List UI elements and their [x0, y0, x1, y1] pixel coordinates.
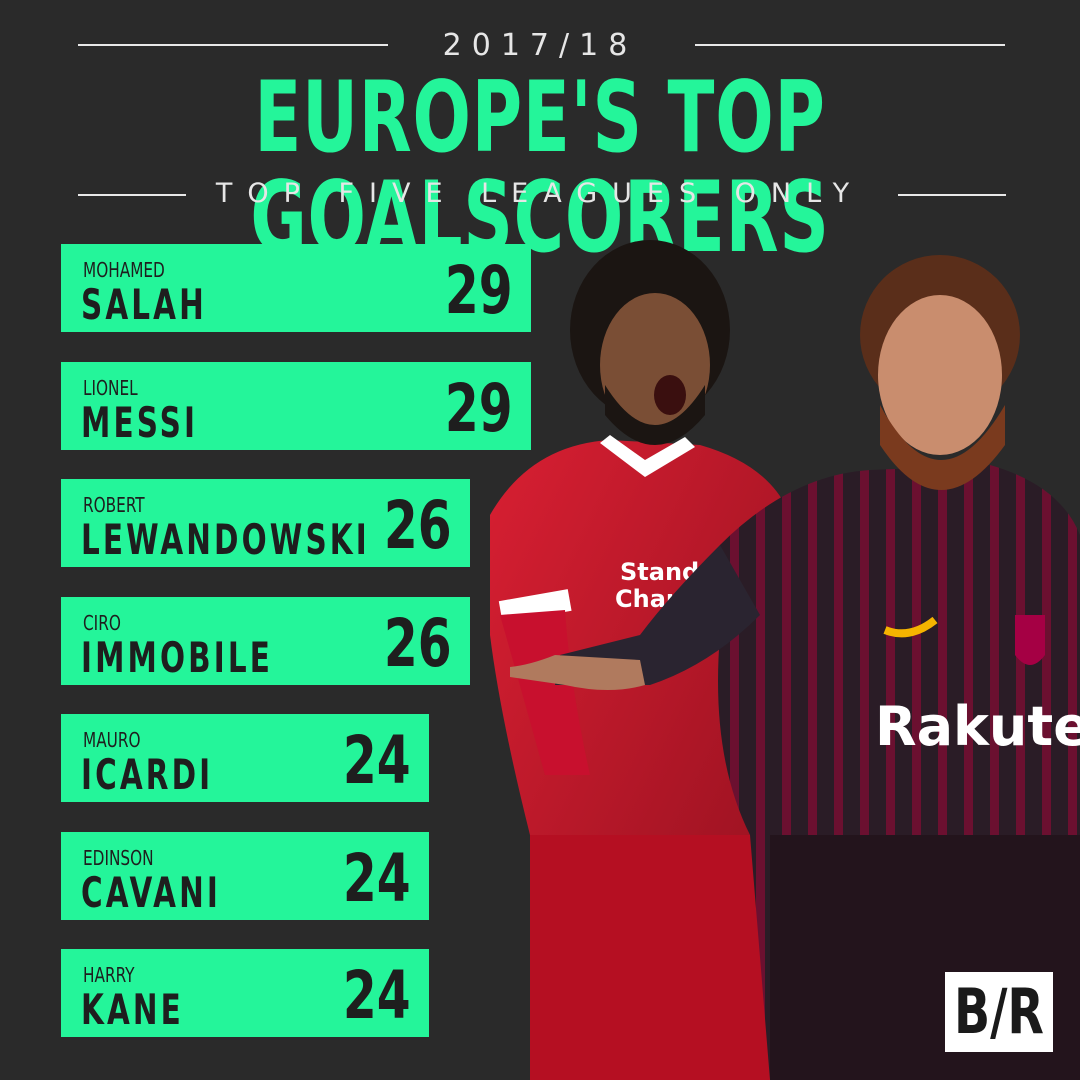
bar-immobile: CIRO IMMOBILE 26 — [61, 596, 470, 685]
player-last-name: CAVANI — [81, 867, 221, 917]
header-rule-left-bottom — [78, 194, 186, 196]
goal-count: 24 — [343, 957, 411, 1034]
br-logo: B/R — [945, 972, 1053, 1052]
bar-kane: HARRY KANE 24 — [61, 949, 429, 1037]
header-rule-left-top — [78, 44, 388, 46]
player-first-name: CIRO — [83, 610, 121, 635]
goal-count: 29 — [445, 369, 513, 447]
season-label: 2017/18 — [442, 28, 638, 63]
player-first-name: MAURO — [83, 728, 141, 752]
goal-count: 29 — [445, 252, 513, 329]
header-rule-right-top — [695, 44, 1005, 46]
header-rule-right-bottom — [898, 194, 1006, 196]
goal-count: 26 — [384, 487, 452, 564]
player-first-name: HARRY — [83, 963, 135, 987]
bar-messi: LIONEL MESSI 29 — [61, 361, 531, 450]
player-first-name: LIONEL — [83, 375, 138, 400]
goal-count: 26 — [384, 604, 452, 682]
player-first-name: ROBERT — [83, 493, 145, 517]
goal-count: 24 — [343, 722, 411, 799]
page-subtitle: TOP FIVE LEAGUES ONLY — [215, 178, 865, 209]
svg-text:Rakuten: Rakuten — [875, 695, 1080, 758]
bar-cavani: EDINSON CAVANI 24 — [61, 831, 429, 920]
salah-figure: Standard Chartered — [490, 240, 800, 1080]
player-last-name: ICARDI — [81, 750, 214, 799]
goal-count: 24 — [343, 839, 411, 917]
players-photo: Standard Chartered Rakuten — [490, 240, 1080, 1080]
bar-icardi: MAURO ICARDI 24 — [61, 714, 429, 802]
player-last-name: KANE — [81, 985, 184, 1034]
player-last-name: MESSI — [81, 397, 199, 447]
player-first-name: MOHAMED — [83, 258, 165, 282]
bar-salah: MOHAMED SALAH 29 — [61, 244, 531, 332]
player-first-name: EDINSON — [83, 845, 154, 870]
player-last-name: IMMOBILE — [81, 632, 273, 682]
player-last-name: SALAH — [81, 280, 207, 329]
bar-lewandowski: ROBERT LEWANDOWSKI 26 — [61, 479, 470, 567]
messi-figure: Rakuten — [510, 255, 1080, 1080]
player-last-name: LEWANDOWSKI — [81, 515, 370, 564]
